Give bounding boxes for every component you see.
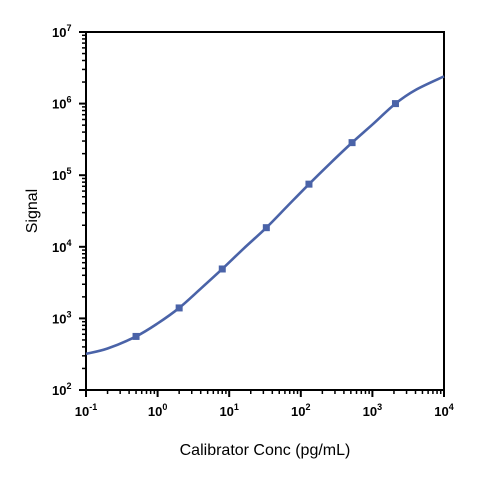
y-tick-base: 10 [52,168,66,183]
series-curve [85,75,445,356]
x-tick-exponent: -1 [89,402,97,412]
x-tick-base: 10 [434,404,448,419]
y-tick-base: 10 [52,311,66,326]
y-tick-label: 103 [52,309,71,326]
x-tick-exponent: 1 [234,402,239,412]
x-tick-base: 10 [148,404,162,419]
y-tick-exponent: 5 [66,166,71,176]
y-tick-label: 104 [52,238,71,255]
data-point [391,100,399,108]
x-tick-label: 100 [148,402,167,419]
x-tick-base: 10 [363,404,377,419]
y-tick-label: 102 [52,381,71,398]
y-tick-label: 105 [52,166,71,183]
y-tick-exponent: 6 [66,95,71,105]
x-tick-exponent: 4 [449,402,454,412]
x-tick-label: 102 [291,402,310,419]
x-axis: 10-1 100 101 102 103 104 [75,390,454,419]
y-tick-exponent: 3 [66,309,71,319]
y-tick-exponent: 7 [66,23,71,33]
series-markers [132,100,399,340]
x-tick-base: 10 [219,404,233,419]
x-tick-exponent: 0 [162,402,167,412]
x-axis-label: Calibrator Conc (pg/mL) [180,442,351,459]
x-tick-label: 104 [434,402,453,419]
y-tick-exponent: 4 [66,238,71,248]
x-tick-label: 10-1 [75,402,97,419]
data-point [262,224,270,232]
data-point [132,332,140,340]
data-point [348,139,356,147]
plot-frame [85,31,445,391]
x-tick-base: 10 [75,404,89,419]
x-tick-label: 101 [219,402,238,419]
y-tick-label: 107 [52,23,71,40]
data-point [175,304,183,312]
x-tick-exponent: 2 [306,402,311,412]
y-tick-base: 10 [52,383,66,398]
y-tick-label: 106 [52,95,71,112]
data-point [218,265,226,273]
y-tick-base: 10 [52,25,66,40]
x-tick-label: 103 [363,402,382,419]
y-tick-base: 10 [52,97,66,112]
x-tick-exponent: 3 [377,402,382,412]
y-tick-base: 10 [52,240,66,255]
x-tick-base: 10 [291,404,305,419]
y-tick-exponent: 2 [66,381,71,391]
data-point [305,180,313,188]
y-axis-label: Signal [24,189,41,233]
